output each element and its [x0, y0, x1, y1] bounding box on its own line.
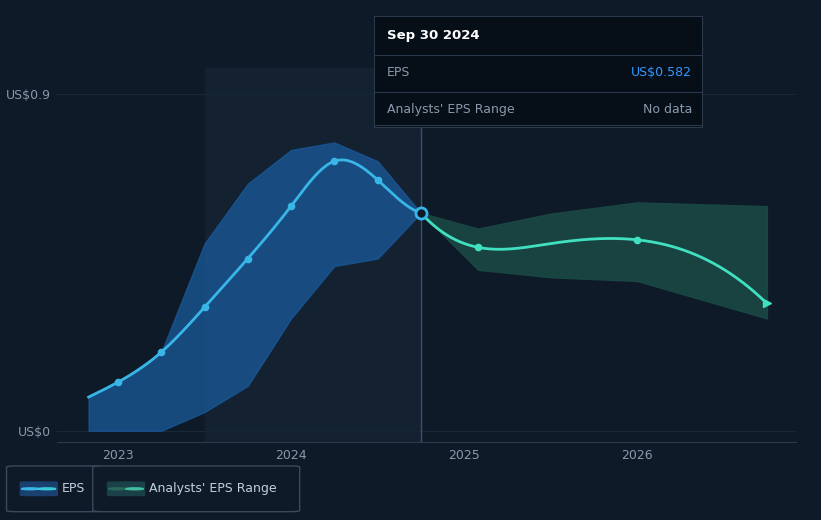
Circle shape [108, 488, 126, 490]
Text: No data: No data [643, 103, 692, 116]
Text: US$0.582: US$0.582 [631, 66, 692, 79]
Text: EPS: EPS [387, 66, 410, 79]
Text: Analysts' EPS Range: Analysts' EPS Range [387, 103, 514, 116]
FancyBboxPatch shape [108, 482, 144, 496]
FancyBboxPatch shape [7, 466, 103, 512]
Text: EPS: EPS [62, 483, 85, 495]
Text: Sep 30 2024: Sep 30 2024 [387, 29, 479, 42]
Text: Analysts' EPS Range: Analysts' EPS Range [149, 483, 277, 495]
FancyBboxPatch shape [21, 482, 57, 496]
Bar [204, 68, 421, 442]
Circle shape [38, 488, 56, 490]
Text: Analysts Forecasts: Analysts Forecasts [426, 103, 536, 116]
Circle shape [21, 488, 39, 490]
Text: Actual: Actual [378, 103, 415, 116]
FancyBboxPatch shape [93, 466, 300, 512]
Circle shape [126, 488, 144, 490]
